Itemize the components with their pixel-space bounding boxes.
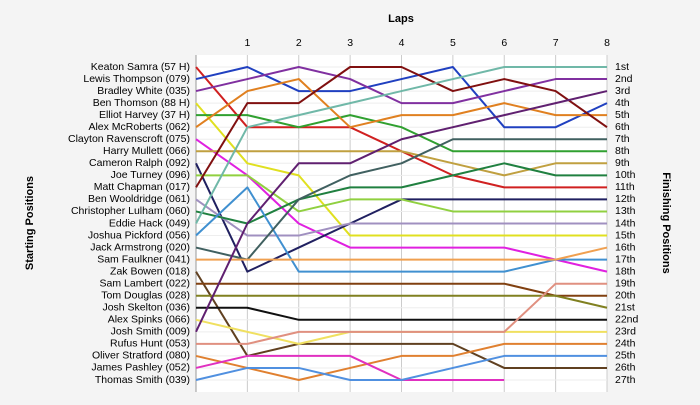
driver-label: Harry Mullett (066)	[103, 145, 190, 157]
y2-tick-label: 27th	[615, 374, 636, 386]
driver-label: Josh Smith (009)	[111, 326, 190, 338]
x-tick-label: 4	[399, 37, 405, 49]
series-line	[196, 306, 607, 321]
driver-label: Keaton Samra (57 H)	[91, 61, 190, 73]
x-axis-title: Laps	[388, 13, 414, 25]
driver-label: Thomas Smith (039)	[95, 374, 190, 386]
driver-label: Alex Spinks (066)	[108, 314, 190, 326]
y2-tick-label: 5th	[615, 109, 630, 121]
y2-tick-label: 15th	[615, 229, 636, 241]
y2-tick-label: 23rd	[615, 326, 636, 338]
y2-tick-label: 25th	[615, 350, 636, 362]
driver-label: Clayton Ravenscroft (075)	[68, 133, 190, 145]
driver-label: Christopher Lulham (060)	[71, 205, 190, 217]
y2-tick-label: 11th	[615, 181, 635, 193]
y2-tick-label: 20th	[615, 290, 636, 302]
y-axis-title: Starting Positions	[24, 176, 36, 270]
series-line	[196, 246, 608, 261]
y2-tick-label: 24th	[615, 338, 636, 350]
y2-tick-label: 21st	[615, 302, 635, 314]
driver-label: James Pashley (052)	[91, 362, 190, 374]
y2-tick-label: 4th	[615, 97, 630, 109]
driver-label: Tom Douglas (028)	[101, 290, 190, 302]
series-line	[195, 342, 607, 381]
x-tick-label: 2	[296, 37, 302, 49]
series-line	[195, 198, 607, 237]
driver-label: Alex McRoberts (062)	[88, 121, 190, 133]
series-line	[195, 138, 607, 261]
series-line	[195, 78, 607, 129]
y2-tick-label: 26th	[615, 362, 636, 374]
driver-label: Cameron Ralph (092)	[89, 157, 190, 169]
driver-label: Matt Chapman (017)	[94, 181, 190, 193]
driver-label: Eddie Hack (049)	[109, 217, 190, 229]
y2-tick-label: 2nd	[615, 73, 633, 85]
x-tick-label: 7	[553, 37, 559, 49]
y2-tick-label: 1st	[615, 61, 629, 73]
series-line	[195, 271, 607, 369]
series-line	[195, 354, 505, 381]
series-line	[195, 90, 608, 333]
y2-tick-label: 19th	[615, 277, 636, 289]
series-line	[195, 354, 607, 381]
y2-tick-label: 14th	[615, 217, 636, 229]
driver-label: Elliot Harvey (37 H)	[99, 109, 190, 121]
y2-tick-label: 13th	[615, 205, 636, 217]
driver-label: Bradley White (035)	[97, 85, 190, 97]
y2-tick-label: 12th	[615, 193, 636, 205]
y2-tick-label: 10th	[615, 169, 636, 181]
y2-tick-label: 6th	[615, 121, 630, 133]
driver-label: Sam Lambert (022)	[100, 277, 190, 289]
driver-label: Ben Wooldridge (061)	[88, 193, 190, 205]
series-line	[195, 66, 608, 188]
series-line	[196, 150, 607, 177]
driver-label: Jack Armstrong (020)	[90, 241, 190, 253]
series-line	[195, 138, 608, 273]
series-line	[196, 294, 608, 309]
y2-axis-title: Finishing Positions	[660, 172, 672, 273]
driver-label: Zak Bowen (018)	[110, 265, 190, 277]
x-tick-label: 1	[244, 37, 250, 49]
series-line	[196, 114, 607, 153]
y2-tick-label: 3rd	[615, 85, 630, 97]
y2-tick-label: 22nd	[615, 314, 639, 326]
y2-tick-label: 17th	[615, 253, 636, 265]
driver-label: Joe Turney (096)	[111, 169, 190, 181]
series-line	[196, 174, 607, 213]
x-tick-label: 6	[501, 37, 507, 49]
series-line	[195, 66, 607, 224]
y2-tick-label: 8th	[615, 145, 630, 157]
x-tick-label: 3	[347, 37, 353, 49]
driver-label: Rufus Hunt (053)	[110, 338, 190, 350]
series-line	[196, 282, 607, 297]
driver-label: Joshua Pickford (056)	[88, 229, 190, 241]
series-line	[195, 66, 607, 105]
y2-tick-label: 7th	[615, 133, 630, 145]
driver-label: Sam Faulkner (041)	[97, 253, 190, 265]
y2-tick-label: 16th	[615, 241, 636, 253]
driver-label: Josh Skelton (036)	[102, 302, 190, 314]
x-tick-label: 5	[450, 37, 456, 49]
y2-tick-label: 9th	[615, 157, 630, 169]
driver-label: Ben Thomson (88 H)	[93, 97, 190, 109]
driver-label: Lewis Thompson (079)	[83, 73, 190, 85]
series-line	[195, 102, 607, 237]
y2-tick-label: 18th	[615, 265, 636, 277]
series-line	[195, 186, 607, 273]
series-line	[196, 282, 607, 345]
x-tick-label: 8	[604, 37, 610, 49]
driver-label: Oliver Stratford (080)	[92, 350, 190, 362]
